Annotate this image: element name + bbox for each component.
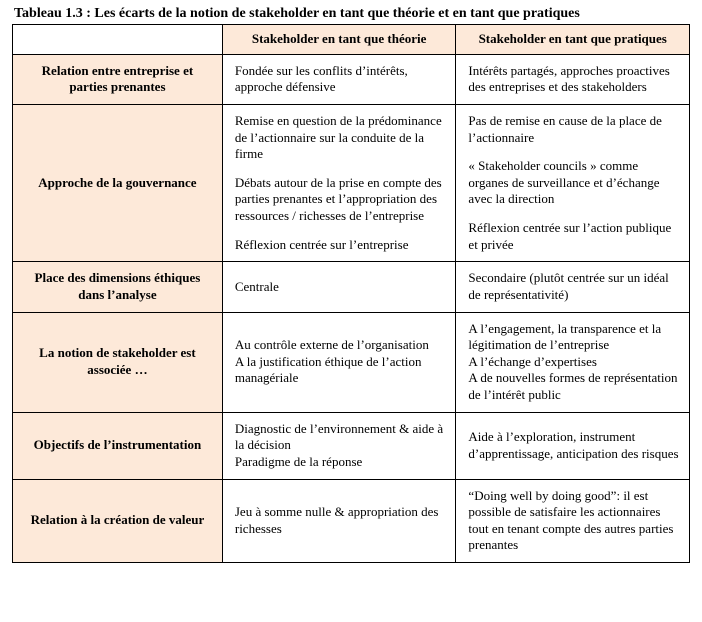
cell-theorie: Jeu à somme nulle & appropriation des ri… <box>222 479 456 563</box>
cell-theorie: Centrale <box>222 262 456 312</box>
cell-paragraph: Aide à l’exploration, instrument d’appre… <box>468 429 679 462</box>
table-row: Approche de la gouvernanceRemise en ques… <box>13 104 690 261</box>
row-header: La notion de stakeholder est associée … <box>13 312 223 412</box>
cell-paragraph: Au contrôle externe de l’organisationA l… <box>235 337 446 387</box>
table-row: Objectifs de l’instrumentationDiagnostic… <box>13 412 690 479</box>
cell-paragraph: Intérêts partagés, approches proactives … <box>468 63 679 96</box>
row-header: Objectifs de l’instrumentation <box>13 412 223 479</box>
row-header: Relation entre entreprise et parties pre… <box>13 54 223 104</box>
cell-theorie: Diagnostic de l’environnement & aide à l… <box>222 412 456 479</box>
column-header-theorie: Stakeholder en tant que théorie <box>222 25 456 55</box>
table-row: La notion de stakeholder est associée …A… <box>13 312 690 412</box>
cell-paragraph: Jeu à somme nulle & appropriation des ri… <box>235 504 446 537</box>
cell-paragraph: Remise en question de la prédominance de… <box>235 113 446 163</box>
cell-pratiques: Aide à l’exploration, instrument d’appre… <box>456 412 690 479</box>
table-header-row: Stakeholder en tant que théorie Stakehol… <box>13 25 690 55</box>
table-caption: Tableau 1.3 : Les écarts de la notion de… <box>14 6 690 22</box>
row-header: Relation à la création de valeur <box>13 479 223 563</box>
cell-pratiques: A l’engagement, la transparence et la lé… <box>456 312 690 412</box>
cell-theorie: Remise en question de la prédominance de… <box>222 104 456 261</box>
cell-paragraph: « Stakeholder councils » comme organes d… <box>468 158 679 208</box>
table-row: Relation entre entreprise et parties pre… <box>13 54 690 104</box>
cell-paragraph: “Doing well by doing good”: il est possi… <box>468 488 679 555</box>
table-body: Relation entre entreprise et parties pre… <box>13 54 690 562</box>
cell-paragraph: A l’engagement, la transparence et la lé… <box>468 321 679 404</box>
cell-pratiques: “Doing well by doing good”: il est possi… <box>456 479 690 563</box>
cell-pratiques: Pas de remise en cause de la place de l’… <box>456 104 690 261</box>
stakeholder-table: Stakeholder en tant que théorie Stakehol… <box>12 24 690 563</box>
column-header-pratiques: Stakeholder en tant que pratiques <box>456 25 690 55</box>
table-row: Place des dimensions éthiques dans l’ana… <box>13 262 690 312</box>
cell-paragraph: Diagnostic de l’environnement & aide à l… <box>235 421 446 471</box>
cell-pratiques: Secondaire (plutôt centrée sur un idéal … <box>456 262 690 312</box>
cell-pratiques: Intérêts partagés, approches proactives … <box>456 54 690 104</box>
cell-theorie: Au contrôle externe de l’organisationA l… <box>222 312 456 412</box>
cell-paragraph: Réflexion centrée sur l’entreprise <box>235 237 446 254</box>
table-row: Relation à la création de valeur Jeu à so… <box>13 479 690 563</box>
cell-paragraph: Secondaire (plutôt centrée sur un idéal … <box>468 270 679 303</box>
cell-paragraph: Réflexion centrée sur l’action publique … <box>468 220 679 253</box>
cell-theorie: Fondée sur les conflits d’intérêts, appr… <box>222 54 456 104</box>
cell-paragraph: Centrale <box>235 279 446 296</box>
cell-paragraph: Débats autour de la prise en compte des … <box>235 175 446 225</box>
row-header: Approche de la gouvernance <box>13 104 223 261</box>
header-corner-empty <box>13 25 223 55</box>
cell-paragraph: Fondée sur les conflits d’intérêts, appr… <box>235 63 446 96</box>
cell-paragraph: Pas de remise en cause de la place de l’… <box>468 113 679 146</box>
row-header: Place des dimensions éthiques dans l’ana… <box>13 262 223 312</box>
